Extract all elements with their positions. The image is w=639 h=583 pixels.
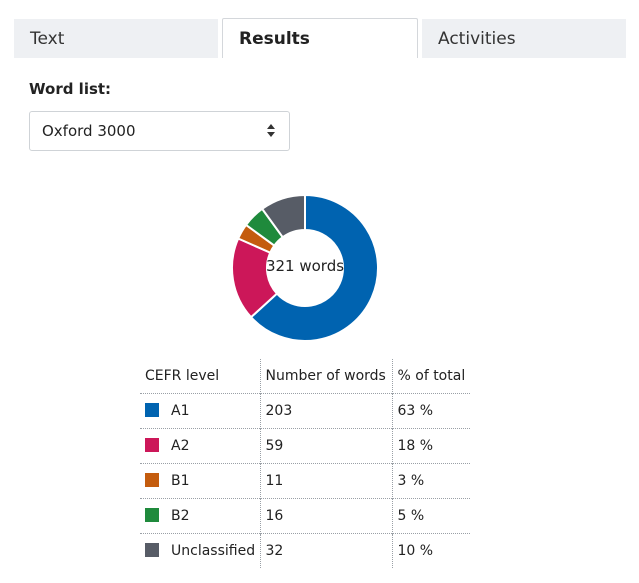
table-header-row: CEFR level Number of words % of total xyxy=(140,359,470,393)
percent-cell: 18 % xyxy=(391,427,470,463)
count-cell: 203 xyxy=(259,392,392,428)
word-list-select[interactable]: Oxford 3000 xyxy=(29,111,290,151)
header-number-of-words: Number of words xyxy=(259,359,392,393)
table-row: B2 16 5 % xyxy=(140,497,470,533)
percent-cell: 10 % xyxy=(391,532,470,568)
tab-activities[interactable]: Activities xyxy=(422,19,626,58)
level-cell: A2 xyxy=(140,427,260,463)
legend-swatch xyxy=(145,402,159,417)
percent-cell: 5 % xyxy=(391,497,470,533)
legend-swatch xyxy=(145,437,159,452)
tab-bar: Text Results Activities xyxy=(14,18,626,58)
percent-cell: 3 % xyxy=(391,462,470,498)
level-cell: Unclassified xyxy=(140,532,260,568)
header-percent-of-total: % of total xyxy=(391,359,470,393)
level-label: Unclassified xyxy=(171,542,256,559)
select-arrows-icon xyxy=(267,124,275,138)
tab-text[interactable]: Text xyxy=(14,19,218,58)
donut-chart xyxy=(231,193,379,342)
legend-swatch xyxy=(145,507,159,522)
donut-slice-unclassified xyxy=(260,193,306,239)
level-label: A2 xyxy=(171,437,190,454)
level-label: B1 xyxy=(171,472,190,489)
table-row: B1 11 3 % xyxy=(140,462,470,498)
table-row: Unclassified 32 10 % xyxy=(140,532,470,568)
cefr-table: CEFR level Number of words % of total A1… xyxy=(140,359,470,568)
count-cell: 59 xyxy=(259,427,392,463)
word-list-selected-value: Oxford 3000 xyxy=(42,122,136,140)
count-cell: 11 xyxy=(259,462,392,498)
count-cell: 32 xyxy=(259,532,392,568)
level-cell: B2 xyxy=(140,497,260,533)
level-label: A1 xyxy=(171,402,190,419)
legend-swatch xyxy=(145,542,159,557)
level-cell: B1 xyxy=(140,462,260,498)
header-cefr-level: CEFR level xyxy=(145,367,220,384)
donut-slice-a1 xyxy=(249,193,379,342)
percent-cell: 63 % xyxy=(391,392,470,428)
legend-swatch xyxy=(145,472,159,487)
count-cell: 16 xyxy=(259,497,392,533)
table-row: A2 59 18 % xyxy=(140,427,470,463)
level-label: B2 xyxy=(171,507,190,524)
chart-center-label: 321 words xyxy=(265,257,345,275)
tab-results[interactable]: Results xyxy=(222,18,418,58)
table-row: A1 203 63 % xyxy=(140,392,470,428)
word-list-label: Word list: xyxy=(29,80,112,98)
level-cell: A1 xyxy=(140,392,260,428)
